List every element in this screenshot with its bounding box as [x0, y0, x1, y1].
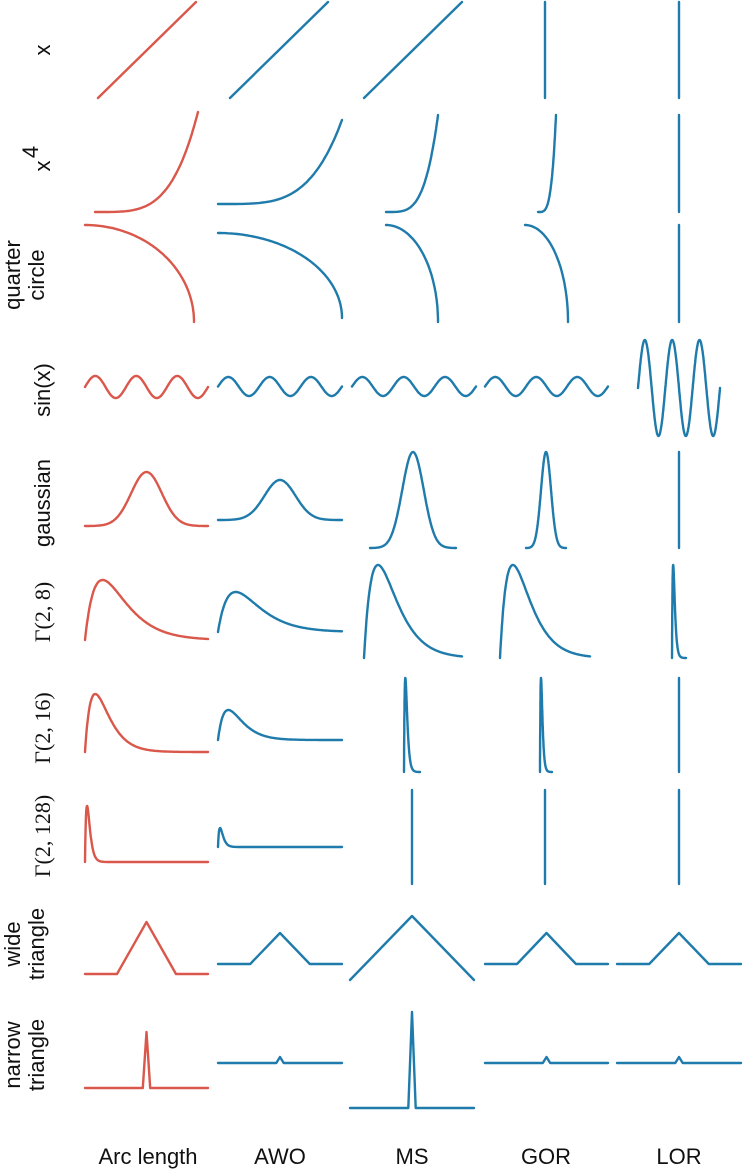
- row-label-x: x: [30, 45, 55, 56]
- row-label-gamma-2-16: Γ(2, 16): [30, 692, 55, 763]
- column-labels: Arc length AWO MS GOR LOR: [98, 1144, 701, 1169]
- curve-gaussian-arc-length: [83, 470, 210, 528]
- svg-text:Γ(2, 128): Γ(2, 128): [30, 795, 55, 877]
- column-label-ms: MS: [396, 1144, 429, 1169]
- curve-wide-triangle-awo: [216, 931, 344, 966]
- curve-quarter-circle-ms: [384, 223, 440, 324]
- svg-text:Γ(2, 8): Γ(2, 8): [30, 582, 55, 642]
- curve-narrow-triangle-gor: [483, 1055, 610, 1065]
- row-label-quarter-circle: quarter circle: [0, 240, 49, 310]
- column-label-awo: AWO: [254, 1144, 306, 1169]
- curve-gamma-2-16-ms: [402, 676, 422, 774]
- curve-gamma-2-128-awo: [216, 826, 344, 849]
- curve-wide-triangle-lor: [615, 931, 743, 966]
- curve-sin-gor: [483, 375, 610, 398]
- curve-quarter-circle-awo: [216, 231, 344, 320]
- curve-gaussian-awo: [216, 478, 344, 522]
- curve-sin-arc-length: [83, 374, 210, 400]
- column-label-arc-length: Arc length: [98, 1144, 197, 1169]
- svg-text:x: x: [30, 45, 55, 56]
- svg-text:quarter: quarter: [0, 240, 25, 310]
- curve-quarter-circle-gor: [523, 223, 570, 324]
- curve-x4-awo: [216, 118, 344, 206]
- curve-gamma-2-16-awo: [216, 708, 344, 742]
- row-label-wide-triangle: wide triangle: [0, 908, 49, 980]
- svg-text:gaussian: gaussian: [30, 459, 55, 547]
- svg-text:sin(x): sin(x): [30, 363, 55, 417]
- row-label-sin: sin(x): [30, 363, 55, 417]
- curve-gamma-2-8-gor: [498, 563, 592, 660]
- curve-x-awo: [228, 0, 330, 100]
- curve-sin-ms: [350, 375, 478, 398]
- curve-narrow-triangle-lor: [615, 1055, 743, 1065]
- curve-x4-arc-length: [93, 110, 200, 214]
- curve-gamma-2-8-awo: [216, 590, 344, 634]
- svg-text:Γ(2, 16): Γ(2, 16): [30, 692, 55, 763]
- column-label-gor: GOR: [521, 1144, 571, 1169]
- curve-wide-triangle-arc-length: [83, 920, 210, 976]
- curve-quarter-circle-arc-length: [83, 223, 196, 324]
- curve-narrow-triangle-ms: [348, 1010, 476, 1110]
- row-labels: x x 4 quarter circle sin(x) gaussian Γ(2…: [0, 45, 55, 1092]
- svg-text:triangle: triangle: [24, 1019, 49, 1091]
- svg-text:wide: wide: [0, 921, 25, 967]
- curve-narrow-triangle-awo: [216, 1055, 344, 1065]
- svg-text:x: x: [30, 161, 55, 172]
- row-label-gamma-2-8: Γ(2, 8): [30, 582, 55, 642]
- curve-grid: [83, 0, 743, 1110]
- row-label-narrow-triangle: narrow triangle: [0, 1019, 49, 1091]
- curve-gamma-2-16-arc-length: [83, 692, 210, 754]
- row-label-x4: x 4: [18, 146, 55, 172]
- curve-gamma-2-8-ms: [362, 563, 464, 660]
- curve-wide-triangle-gor: [483, 931, 610, 966]
- curve-x4-ms: [384, 113, 440, 214]
- curve-sin-lor: [636, 338, 722, 438]
- curve-narrow-triangle-arc-length: [83, 1030, 210, 1090]
- curve-gaussian-ms: [368, 450, 458, 550]
- curve-gamma-2-16-gor: [538, 676, 554, 774]
- column-label-lor: LOR: [656, 1144, 701, 1169]
- curve-gamma-2-128-arc-length: [83, 804, 210, 864]
- curve-gamma-2-8-lor: [670, 563, 688, 660]
- curve-sin-awo: [216, 375, 344, 398]
- curve-gaussian-gor: [524, 450, 568, 550]
- curve-wide-triangle-ms: [348, 914, 476, 982]
- row-label-gaussian: gaussian: [30, 459, 55, 547]
- svg-text:circle: circle: [24, 249, 49, 300]
- svg-text:narrow: narrow: [0, 1021, 25, 1088]
- curve-x4-gor: [536, 113, 558, 214]
- svg-text:triangle: triangle: [24, 908, 49, 980]
- row-label-gamma-2-128: Γ(2, 128): [30, 795, 55, 877]
- curve-x-ms: [362, 0, 464, 100]
- curve-gamma-2-8-arc-length: [83, 578, 210, 642]
- curve-x-arc-length: [96, 0, 198, 100]
- row-label-x4-superscript: 4: [18, 146, 43, 158]
